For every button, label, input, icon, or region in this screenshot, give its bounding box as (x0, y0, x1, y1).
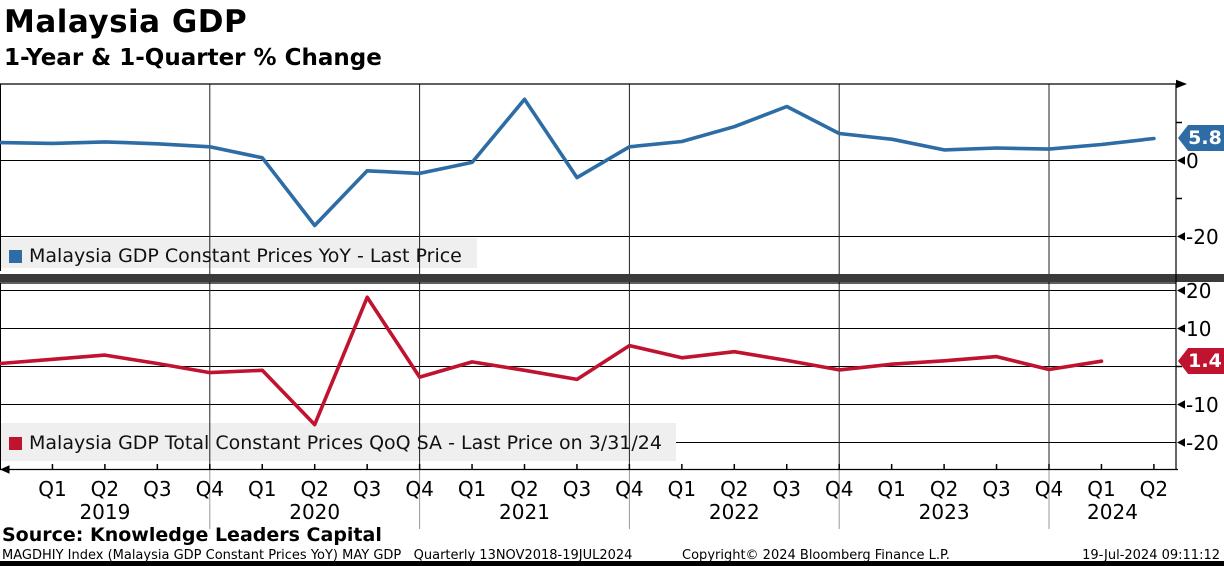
x-axis-quarter-label: Q3 (352, 477, 382, 501)
x-axis-year-label: 2022 (708, 500, 760, 524)
y-axis-label: 20 (1186, 278, 1212, 303)
y-tick-arrow-icon (1177, 232, 1185, 241)
legend-yoy: Malaysia GDP Constant Prices YoY - Last … (9, 245, 462, 267)
x-axis-quarter-label: Q2 (510, 477, 539, 501)
y-tick-arrow-icon (1177, 156, 1185, 165)
qoq-last-price-tag: 1.4 (1178, 348, 1224, 374)
x-axis-quarter-label: Q2 (929, 477, 959, 501)
x-axis-quarter-label: Q3 (982, 477, 1011, 501)
x-axis-quarter-label: Q4 (1034, 477, 1064, 501)
y-axis-label: -20 (1186, 224, 1219, 249)
yoy-line (0, 97, 1156, 228)
x-axis-quarter-label: Q4 (615, 477, 644, 501)
legend-qoq: Malaysia GDP Total Constant Prices QoQ S… (9, 432, 662, 454)
x-axis-quarter-label: Q3 (562, 477, 592, 501)
x-axis-quarter-label: Q2 (90, 477, 120, 501)
x-axis-year-label: 2023 (918, 500, 970, 524)
x-axis-quarter-label: Q1 (667, 477, 697, 501)
x-axis-quarter-label: Q1 (1087, 477, 1116, 501)
x-axis-quarter-label: Q4 (824, 477, 854, 501)
y-tick-arrow-icon (1177, 286, 1185, 295)
x-axis-year-label: 2024 (1087, 500, 1138, 524)
x-axis-quarter-label: Q4 (195, 477, 225, 501)
axis-arrow-right-icon (1176, 79, 1187, 89)
x-axis-quarter-label: Q2 (300, 477, 329, 501)
qoq-line (0, 295, 1104, 427)
y-axis-label: -20 (1186, 430, 1219, 455)
axis-arrow-left-icon (0, 465, 10, 474)
x-axis-quarter-label: Q2 (720, 477, 749, 501)
bottom-bar (0, 561, 1224, 566)
legend-strip-bottom (0, 423, 676, 461)
timestamp: 19-Jul-2024 09:11:12 (1082, 548, 1220, 563)
x-axis-year-label: 2021 (499, 500, 550, 524)
x-axis-quarter-label: Q1 (248, 477, 277, 501)
y-axis-label: -10 (1186, 392, 1219, 417)
y-tick-arrow-icon (1177, 400, 1185, 409)
x-axis-quarter-label: Q1 (877, 477, 906, 501)
y-tick-arrow-icon (1177, 324, 1185, 333)
copyright-note: Copyright© 2024 Bloomberg Finance L.P. (682, 548, 950, 563)
x-axis-quarter-label: Q3 (143, 477, 172, 501)
x-axis-quarter-label: Q1 (457, 477, 487, 501)
x-axis-year-label: 2019 (79, 500, 131, 524)
legend-strip-top (0, 238, 477, 268)
yoy-legend-swatch-icon (9, 249, 22, 263)
yoy-last-price-tag: 5.8 (1178, 125, 1224, 151)
source-note: Source: Knowledge Leaders Capital (2, 524, 382, 546)
qoq-legend-swatch-icon (9, 436, 22, 450)
y-axis-label: 10 (1186, 316, 1212, 341)
ticker-note: MAGDHIY Index (Malaysia GDP Constant Pri… (2, 548, 633, 563)
x-axis-year-label: 2020 (289, 500, 341, 524)
qoq-legend-label: Malaysia GDP Total Constant Prices QoQ S… (29, 432, 662, 454)
y-axis-label: 0 (1186, 148, 1199, 173)
page-subtitle: 1-Year & 1-Quarter % Change (4, 45, 382, 71)
page-title: Malaysia GDP (4, 4, 248, 40)
panel-separator-bar (0, 274, 1224, 282)
x-axis-quarter-label: Q4 (405, 477, 434, 501)
yoy-legend-label: Malaysia GDP Constant Prices YoY - Last … (29, 245, 462, 267)
x-axis-quarter-label: Q1 (38, 477, 67, 501)
y-tick-arrow-icon (1177, 438, 1185, 447)
x-axis-quarter-label: Q3 (772, 477, 801, 501)
x-axis-quarter-label: Q2 (1139, 477, 1169, 501)
